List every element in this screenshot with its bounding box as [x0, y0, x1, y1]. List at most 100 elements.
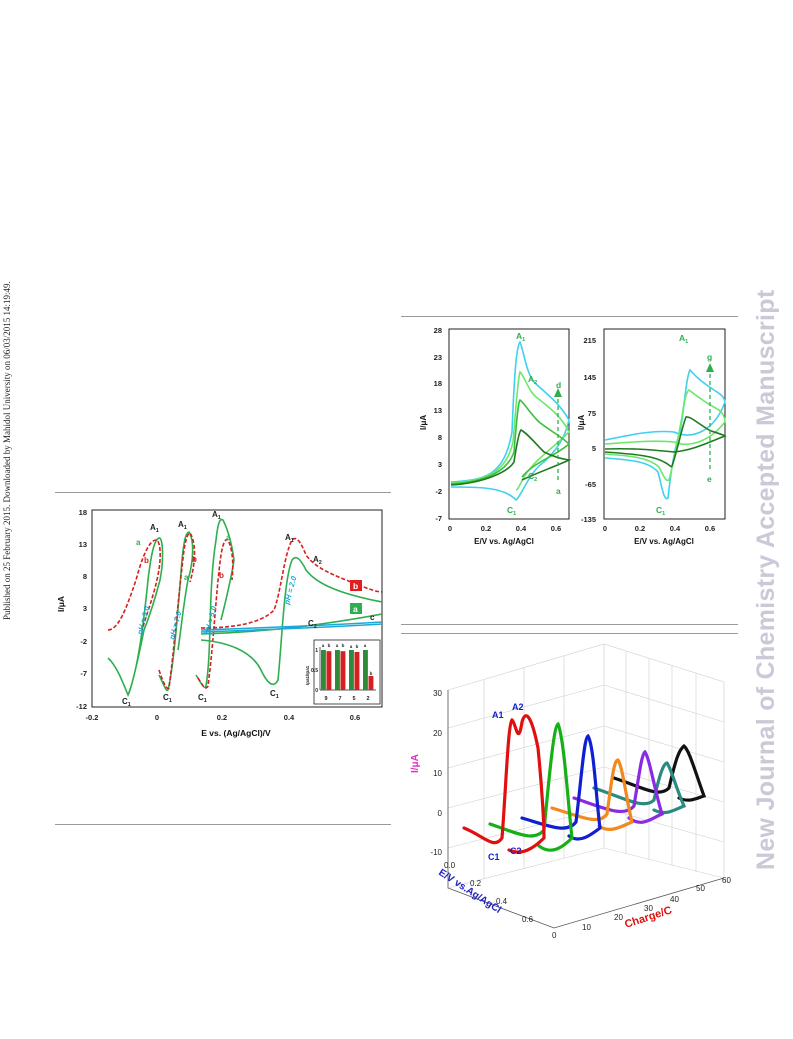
ytick: 28	[434, 326, 442, 335]
label-c2: C2	[510, 846, 522, 856]
peak-label-c1: C1	[122, 697, 131, 708]
xtick: 0.2	[217, 713, 227, 722]
ztick: -10	[430, 848, 442, 857]
xtick: 0.6	[705, 524, 715, 533]
xtick: 0.4	[284, 713, 295, 722]
cv-ph2-a	[200, 556, 383, 686]
ytick: -12	[76, 702, 87, 711]
y-axis-label: I/μA	[577, 415, 586, 430]
ytick: -2	[80, 637, 87, 646]
y-axis-label: I/μA	[56, 596, 66, 612]
ztick: 30	[433, 689, 442, 698]
cv-ph-figure: 18 13 8 3 -2 -7 -12 -0.2 0 0.2 0.4 0.6 E…	[56, 508, 383, 738]
qtick: 10	[582, 923, 591, 932]
inset-bar-b-7	[340, 651, 346, 690]
inset-bar-letter: b	[356, 644, 359, 649]
inset-xtick: 9	[324, 696, 327, 702]
ytick: -2	[435, 487, 442, 496]
label-a1: A1	[679, 333, 688, 345]
label-c1: C1	[507, 505, 516, 517]
inset-xtick: 7	[338, 696, 341, 702]
cv-curve-b	[450, 398, 571, 485]
ph-label: pH = 9.0	[135, 604, 152, 636]
ytick: -7	[435, 514, 442, 523]
peak-label-a1: A1	[150, 523, 159, 534]
cv-ph9-b	[107, 539, 161, 631]
inset-ytick: 0	[315, 688, 318, 694]
inset-ylabel: Ipa1/Ipa1	[305, 665, 310, 685]
qtick: 60	[722, 876, 731, 885]
cv-scan-figure-left: 28 23 18 13 8 3 -2 -7 0 0.2 0.4 0.6 E/V …	[419, 326, 572, 546]
ytick: 215	[583, 336, 596, 345]
ztick: 20	[433, 729, 442, 738]
qtick: 40	[670, 895, 679, 904]
inset-bar-a-9	[321, 650, 326, 690]
inset-bar-b-5	[354, 652, 360, 690]
ytick: 8	[438, 433, 442, 442]
label-c1: C1	[656, 505, 665, 517]
inset-xtick: 5	[352, 696, 355, 702]
xtick: 0	[155, 713, 159, 722]
divider-right-mid1	[401, 624, 738, 625]
cv-ph9-a	[107, 537, 164, 698]
divider-left-bottom	[55, 824, 391, 825]
cv-curve-f	[604, 389, 726, 482]
label-a2: A2	[512, 702, 524, 712]
x-axis-label: E/V vs. Ag/AgCl	[474, 537, 534, 546]
divider-right-top	[401, 316, 738, 317]
xtick: 0.2	[481, 524, 491, 533]
ytick: 18	[434, 379, 442, 388]
inset-ytick: 1	[315, 648, 318, 654]
ztick: 10	[433, 769, 442, 778]
peak-label-a1: A1	[212, 510, 221, 521]
curve-label-a: a	[226, 533, 231, 542]
inset-xtick: 2	[366, 696, 369, 702]
cv-curve-a	[450, 429, 572, 486]
cv-ph5-a	[195, 518, 235, 689]
inset-bar-letter: a	[336, 643, 339, 648]
curve-label-a: a	[136, 538, 141, 547]
inset-bar-b-2	[368, 676, 374, 690]
ytick: 75	[588, 409, 596, 418]
ph-label: pH = 2.0	[282, 574, 299, 606]
peak-label-a1: A1	[285, 533, 294, 544]
cv3d-trace-purple	[572, 749, 664, 824]
inset-bar-letter: b	[370, 671, 373, 676]
curve-label-b-boxed: b	[353, 581, 358, 591]
inset-bar-b-9	[326, 651, 332, 690]
curve-label-c: c	[370, 613, 375, 622]
cv-curve-d	[450, 340, 570, 502]
cv-3d-figure: 30 20 10 0 -10 I/μA 0.0 0.2 0.4 0.6 E/V …	[410, 643, 731, 940]
cv-ph7-a	[158, 531, 194, 692]
peak-label-c1: C1	[163, 693, 172, 704]
inset-bar-a-7	[335, 650, 340, 690]
peak-label-a1: A1	[178, 520, 187, 531]
cv-scan-figure-right: 215 145 75 5 -65 -135 0 0.2 0.4 0.6 E/V …	[577, 328, 727, 546]
inset-bar-letter: a	[364, 643, 367, 648]
label-a1: A1	[516, 331, 525, 343]
ytick: 18	[79, 508, 87, 517]
etick: 0.6	[522, 915, 534, 924]
etick: 0.0	[444, 861, 456, 870]
divider-right-mid2	[401, 633, 738, 634]
xtick: 0	[603, 524, 607, 533]
ytick: 23	[434, 353, 442, 362]
inset-bar-letter: a	[350, 644, 353, 649]
qtick: 20	[614, 913, 623, 922]
cv3d-trace-orange	[550, 758, 634, 831]
z-axis-label: I/μA	[410, 754, 421, 773]
cv3d-trace-black	[612, 743, 707, 802]
ytick: -7	[80, 669, 87, 678]
xtick: -0.2	[86, 713, 99, 722]
ytick: 3	[83, 604, 87, 613]
ytick: 5	[592, 444, 596, 453]
ytick: -65	[585, 480, 596, 489]
cv-ph7-b	[158, 532, 196, 690]
label-a1: A1	[492, 710, 504, 720]
ytick: -135	[581, 515, 596, 524]
qtick: 30	[644, 904, 653, 913]
label-e: e	[707, 474, 712, 484]
cv3d-trace-teal	[592, 761, 687, 815]
curve-label-b: b	[192, 555, 197, 564]
inset-bar-a-5	[349, 650, 354, 690]
